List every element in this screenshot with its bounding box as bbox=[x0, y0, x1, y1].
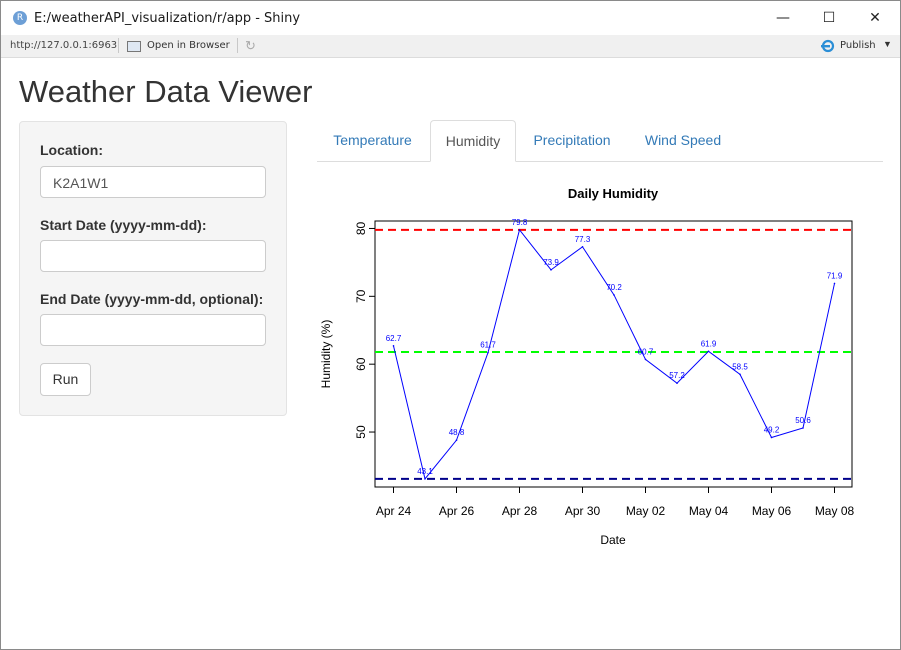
toolbar-divider bbox=[237, 38, 238, 53]
tab-humidity[interactable]: Humidity bbox=[430, 120, 516, 162]
chart-title: Daily Humidity bbox=[568, 186, 659, 201]
open-browser-icon[interactable] bbox=[127, 41, 141, 52]
publish-dropdown-icon[interactable]: ▼ bbox=[883, 39, 892, 49]
data-point bbox=[802, 427, 804, 429]
data-point bbox=[707, 350, 710, 353]
tab-precipitation[interactable]: Precipitation bbox=[533, 132, 611, 148]
x-tick-label: Apr 24 bbox=[376, 504, 412, 518]
y-axis-label: Humidity (%) bbox=[319, 320, 333, 389]
x-tick-label: Apr 28 bbox=[502, 504, 538, 518]
tab-wind-speed[interactable]: Wind Speed bbox=[644, 132, 722, 148]
x-tick-label: May 04 bbox=[689, 504, 729, 518]
data-label: 57.2 bbox=[669, 371, 685, 380]
x-tick-label: May 06 bbox=[752, 504, 792, 518]
location-label: Location: bbox=[40, 142, 103, 158]
end-date-label: End Date (yyyy-mm-dd, optional): bbox=[40, 291, 264, 307]
y-tick-label: 70 bbox=[354, 289, 368, 303]
y-tick-label: 80 bbox=[354, 221, 368, 235]
maximize-button[interactable]: ☐ bbox=[822, 10, 836, 26]
toolbar-divider bbox=[118, 38, 119, 53]
data-label: 73.9 bbox=[543, 258, 559, 267]
data-point bbox=[644, 358, 647, 361]
data-label: 58.5 bbox=[732, 362, 748, 371]
data-point bbox=[770, 436, 773, 439]
tab-temperature[interactable]: Temperature bbox=[333, 132, 412, 148]
data-label: 79.8 bbox=[512, 218, 528, 227]
data-label: 77.3 bbox=[575, 235, 591, 244]
title-bar: R E:/weatherAPI_visualization/r/app - Sh… bbox=[1, 1, 900, 35]
r-app-icon: R bbox=[13, 11, 27, 25]
data-point bbox=[550, 269, 552, 271]
location-input[interactable]: K2A1W1 bbox=[40, 166, 266, 198]
data-label: 60.7 bbox=[638, 347, 654, 356]
data-point bbox=[455, 439, 458, 441]
data-label: 62.7 bbox=[386, 334, 402, 343]
data-point bbox=[487, 351, 489, 354]
data-point bbox=[676, 382, 678, 384]
window-title: E:/weatherAPI_visualization/r/app - Shin… bbox=[34, 11, 301, 26]
data-label: 71.9 bbox=[827, 271, 843, 280]
x-tick-label: Apr 30 bbox=[565, 504, 601, 518]
start-date-label: Start Date (yyyy-mm-dd): bbox=[40, 217, 207, 233]
x-tick-label: May 02 bbox=[626, 504, 666, 518]
tab-bar: Temperature Humidity Precipitation Wind … bbox=[317, 120, 883, 162]
data-point bbox=[613, 294, 615, 296]
data-label: 61.9 bbox=[701, 339, 717, 348]
open-in-browser-button[interactable]: Open in Browser bbox=[147, 40, 230, 51]
x-axis-label: Date bbox=[600, 533, 626, 547]
data-point bbox=[581, 245, 584, 248]
data-label: 48.8 bbox=[449, 428, 465, 437]
close-button[interactable]: ✕ bbox=[869, 10, 881, 26]
viewer-toolbar: http://127.0.0.1:6963 Open in Browser ↻ … bbox=[1, 35, 900, 58]
data-label: 70.2 bbox=[606, 283, 622, 292]
data-point bbox=[424, 478, 426, 480]
x-tick-label: May 08 bbox=[815, 504, 855, 518]
data-point bbox=[833, 282, 836, 285]
run-button[interactable]: Run bbox=[40, 363, 91, 396]
data-label: 49.2 bbox=[764, 425, 780, 434]
plot-box bbox=[374, 220, 853, 488]
refresh-icon[interactable]: ↻ bbox=[245, 38, 256, 53]
y-tick-label: 60 bbox=[354, 357, 368, 371]
x-tick-label: Apr 26 bbox=[439, 504, 475, 518]
publish-icon[interactable] bbox=[821, 39, 835, 53]
url-display: http://127.0.0.1:6963 bbox=[10, 40, 118, 51]
humidity-series-line bbox=[393, 228, 835, 480]
y-tick-label: 50 bbox=[354, 425, 368, 439]
data-label: 43.1 bbox=[417, 467, 433, 476]
data-label: 50.6 bbox=[795, 416, 811, 425]
publish-button[interactable]: Publish bbox=[840, 40, 876, 51]
end-date-input[interactable] bbox=[40, 314, 266, 346]
sidebar-panel: Location: K2A1W1 Start Date (yyyy-mm-dd)… bbox=[19, 121, 287, 416]
data-label: 61.7 bbox=[480, 341, 496, 350]
data-point bbox=[518, 229, 521, 231]
start-date-input[interactable] bbox=[40, 240, 266, 272]
data-point bbox=[392, 345, 395, 347]
minimize-button[interactable]: — bbox=[776, 10, 790, 26]
page-title: Weather Data Viewer bbox=[19, 74, 313, 109]
data-point bbox=[739, 373, 741, 376]
